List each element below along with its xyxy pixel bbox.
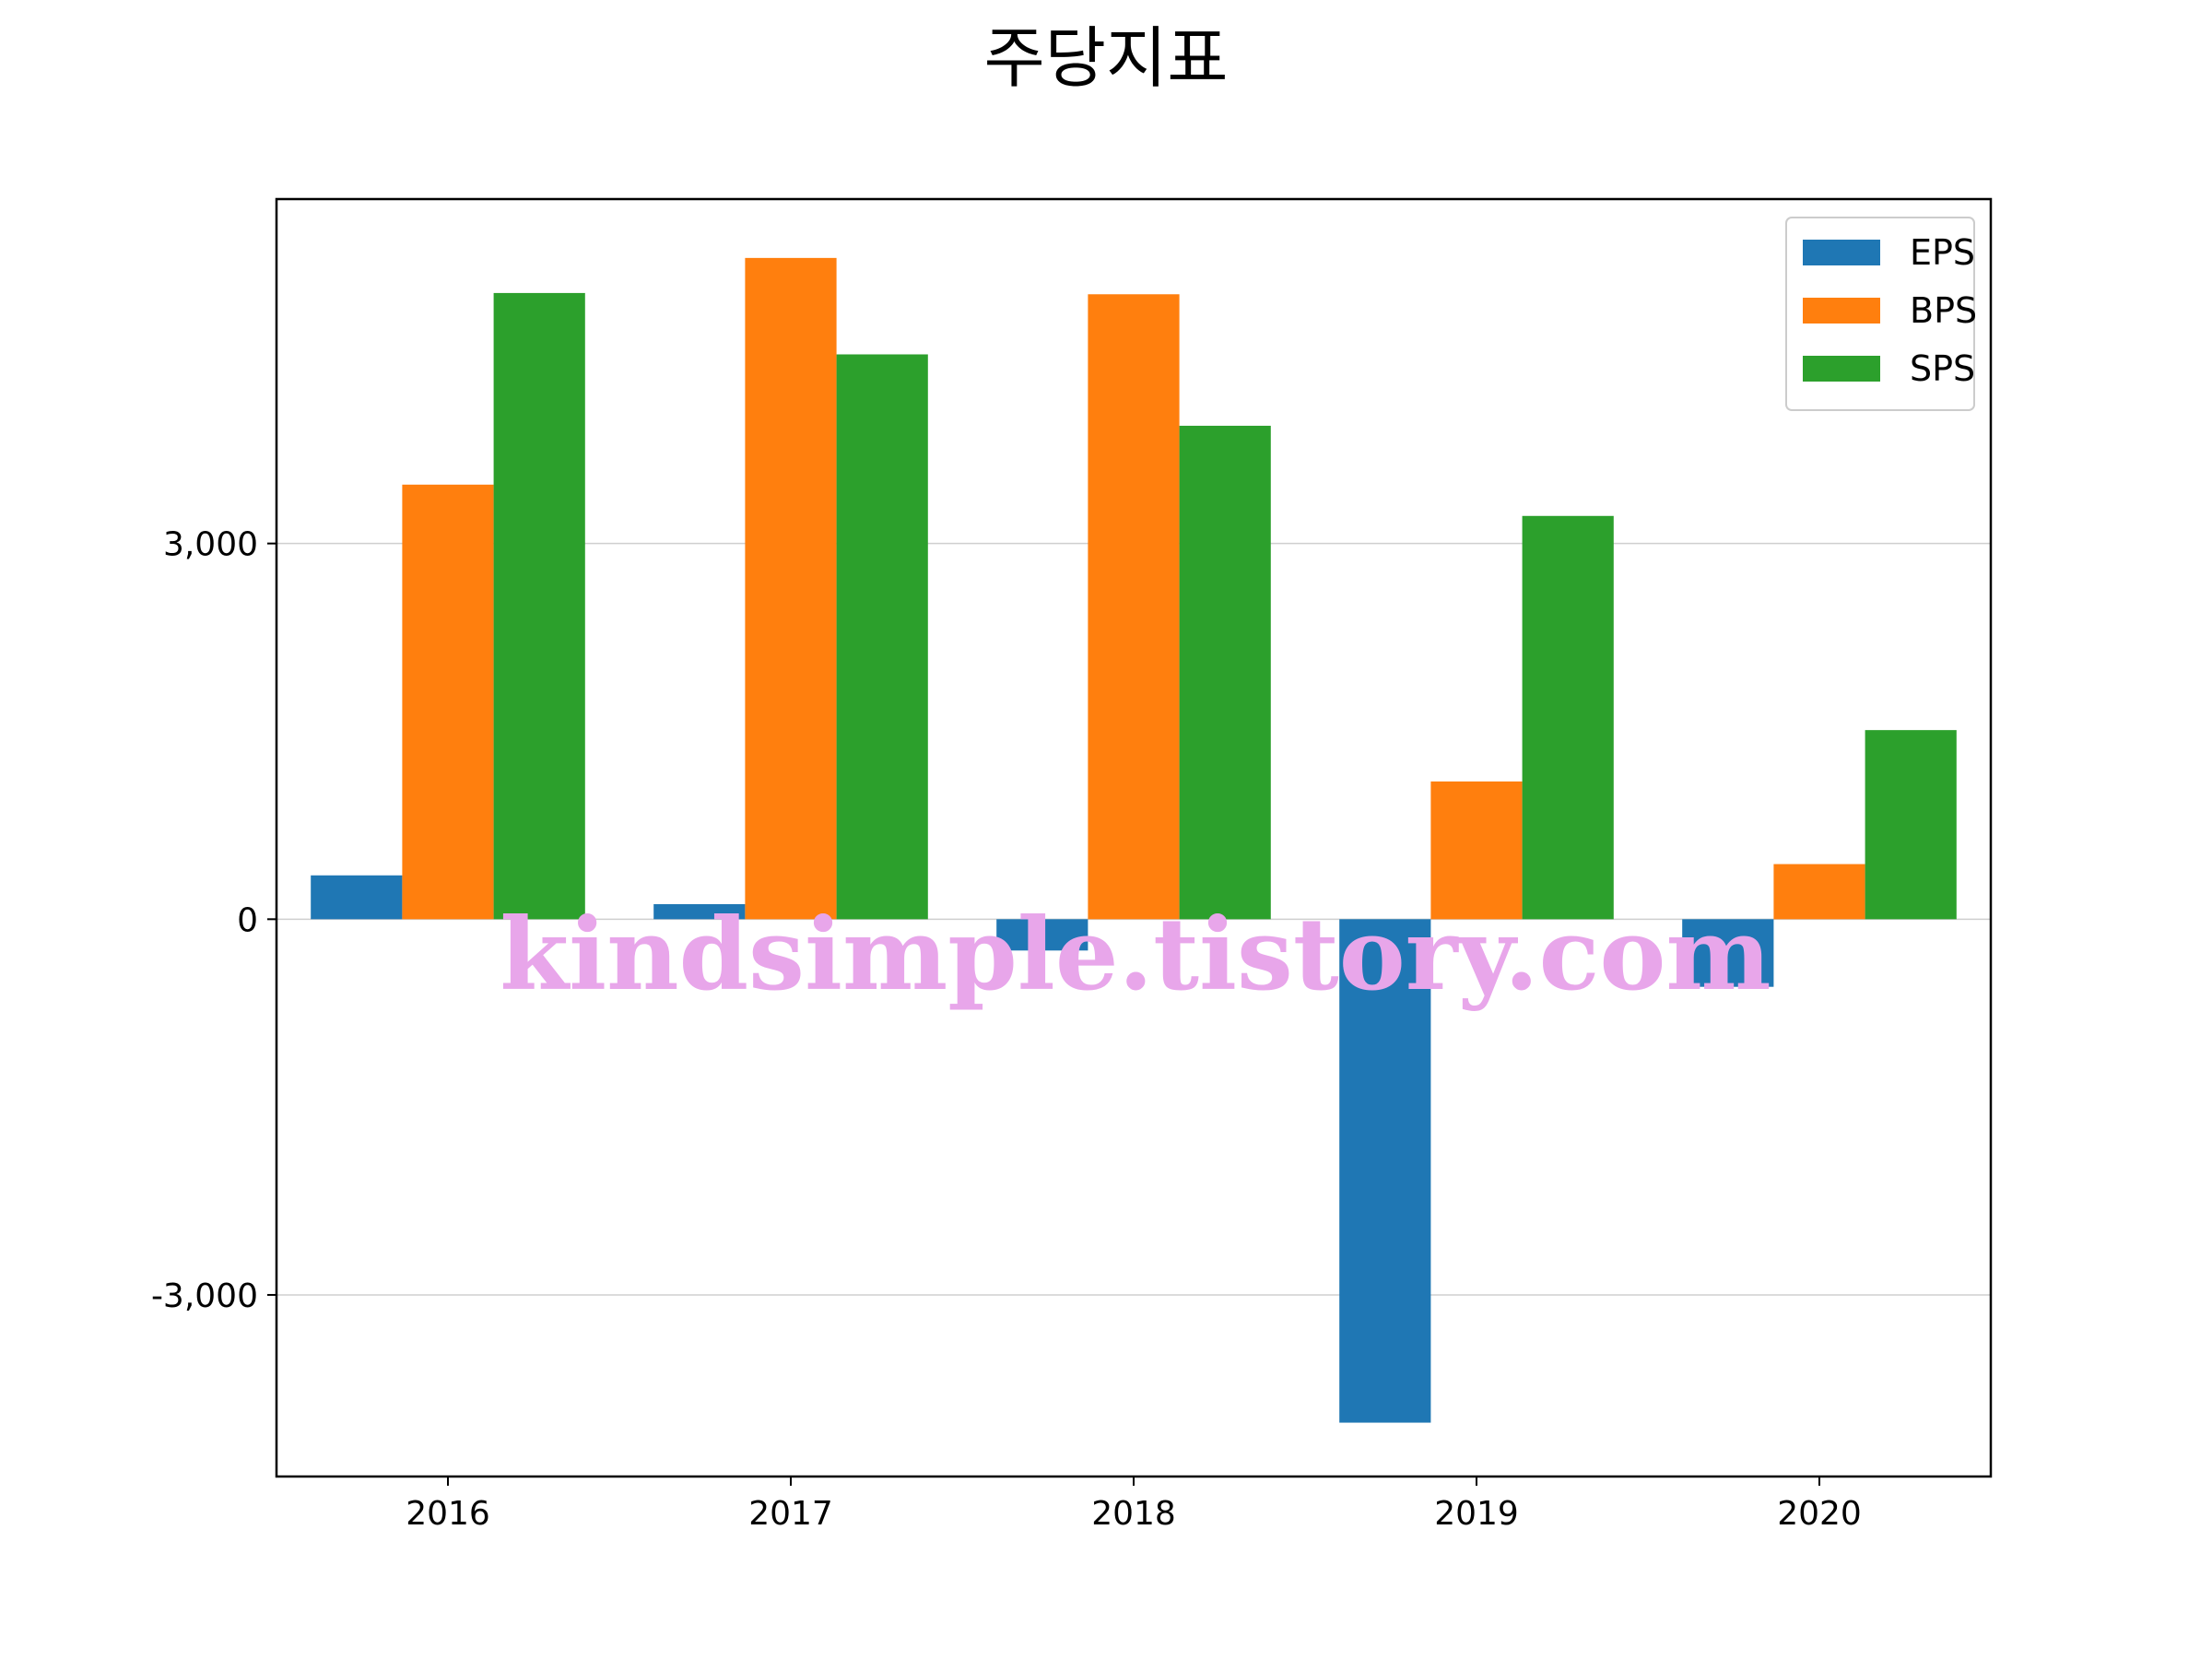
bar-bps-2020 [1773, 864, 1865, 920]
y-tick-label-1: 0 [237, 901, 258, 939]
x-axis: 2016 2017 2018 2019 2020 [406, 1477, 1862, 1533]
bar-bps-2017 [745, 257, 837, 920]
y-tick-label-2: 3,000 [163, 526, 258, 564]
y-tick-label-0: -3,000 [151, 1277, 258, 1315]
bar-eps-2017 [653, 904, 746, 920]
bar-sps-2019 [1522, 515, 1614, 920]
legend-label-bps: BPS [1910, 290, 1977, 331]
bar-eps-2020 [1682, 919, 1774, 987]
legend: EPS BPS SPS [1785, 217, 1977, 411]
chart-title: 주당지표 [984, 19, 1229, 97]
legend-swatch-bps [1803, 298, 1880, 324]
y-axis: -3,000 0 3,000 [151, 526, 276, 1315]
watermark-text: kindsimple.tistory.com [500, 897, 1771, 1013]
x-tick-label-2020: 2020 [1777, 1495, 1862, 1533]
bar-eps-2016 [311, 875, 403, 920]
bar-bps-2016 [402, 484, 494, 920]
x-tick-label-2016: 2016 [406, 1495, 490, 1533]
bar-sps-2016 [493, 292, 585, 920]
bar-eps-2019 [1339, 919, 1431, 1423]
legend-label-eps: EPS [1910, 232, 1975, 273]
bar-bps-2018 [1088, 294, 1180, 920]
legend-swatch-eps [1803, 240, 1880, 265]
bars [311, 257, 1957, 1423]
bar-eps-2018 [996, 919, 1088, 951]
legend-label-sps: SPS [1910, 348, 1975, 389]
legend-swatch-sps [1803, 356, 1880, 382]
x-tick-label-2017: 2017 [748, 1495, 833, 1533]
bar-sps-2018 [1179, 425, 1271, 920]
bar-sps-2017 [836, 354, 928, 920]
bar-bps-2019 [1430, 781, 1523, 920]
bar-sps-2020 [1865, 730, 1957, 920]
x-tick-label-2019: 2019 [1434, 1495, 1519, 1533]
x-tick-label-2018: 2018 [1091, 1495, 1176, 1533]
